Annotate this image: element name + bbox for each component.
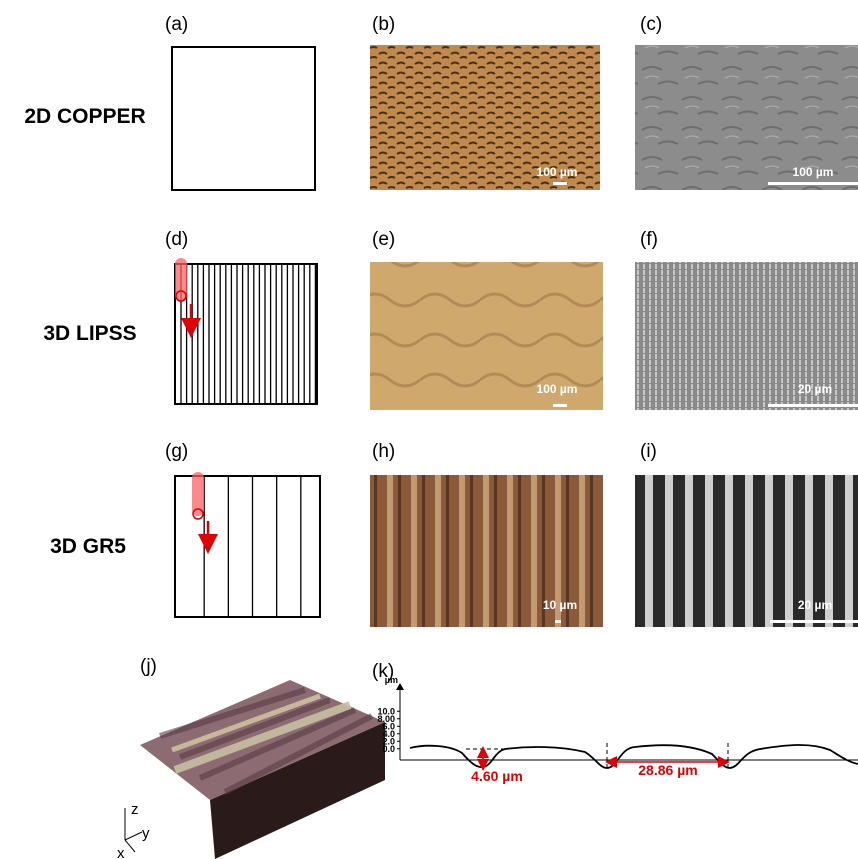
- profile-curve: [410, 745, 858, 768]
- scale-label: 100 µm: [793, 165, 834, 179]
- scale-label: 100 µm: [537, 165, 578, 179]
- schematic: [172, 47, 315, 190]
- surface-render: [140, 680, 385, 859]
- row-label: 3D LIPSS: [43, 322, 136, 345]
- panel-label: (d): [165, 229, 188, 250]
- axis-label: x: [117, 845, 125, 859]
- row-label: 3D GR5: [50, 535, 126, 558]
- panel-label: (h): [372, 441, 395, 462]
- row-label: 2D COPPER: [24, 105, 145, 128]
- panel-label: (f): [640, 229, 658, 250]
- axis-label: z: [131, 801, 139, 818]
- panel-label: (g): [165, 441, 188, 462]
- scale-label: 100 µm: [537, 382, 578, 396]
- panel-label: (e): [372, 229, 395, 250]
- annotation: 28.86 µm: [638, 762, 697, 778]
- figure: (a) (b) (c) (d) (e) (f) (g) (h) (i) (j) …: [0, 0, 858, 859]
- y-tick-label: 0.0: [382, 744, 395, 754]
- panel-label: (i): [640, 441, 657, 462]
- profile-chart: [396, 683, 858, 768]
- panel-label: (a): [165, 14, 188, 35]
- panel-label: (b): [372, 14, 395, 35]
- scale-label: 10 µm: [543, 598, 577, 612]
- schematic: [175, 264, 317, 404]
- panel-label: (c): [640, 14, 662, 35]
- annotation: 4.60 µm: [471, 768, 523, 784]
- axis-label: y: [142, 825, 150, 842]
- scale-label: 20 µm: [798, 598, 832, 612]
- panel-label: (j): [140, 656, 157, 677]
- axis-unit: µm: [385, 675, 398, 685]
- scale-label: 20 µm: [798, 382, 832, 396]
